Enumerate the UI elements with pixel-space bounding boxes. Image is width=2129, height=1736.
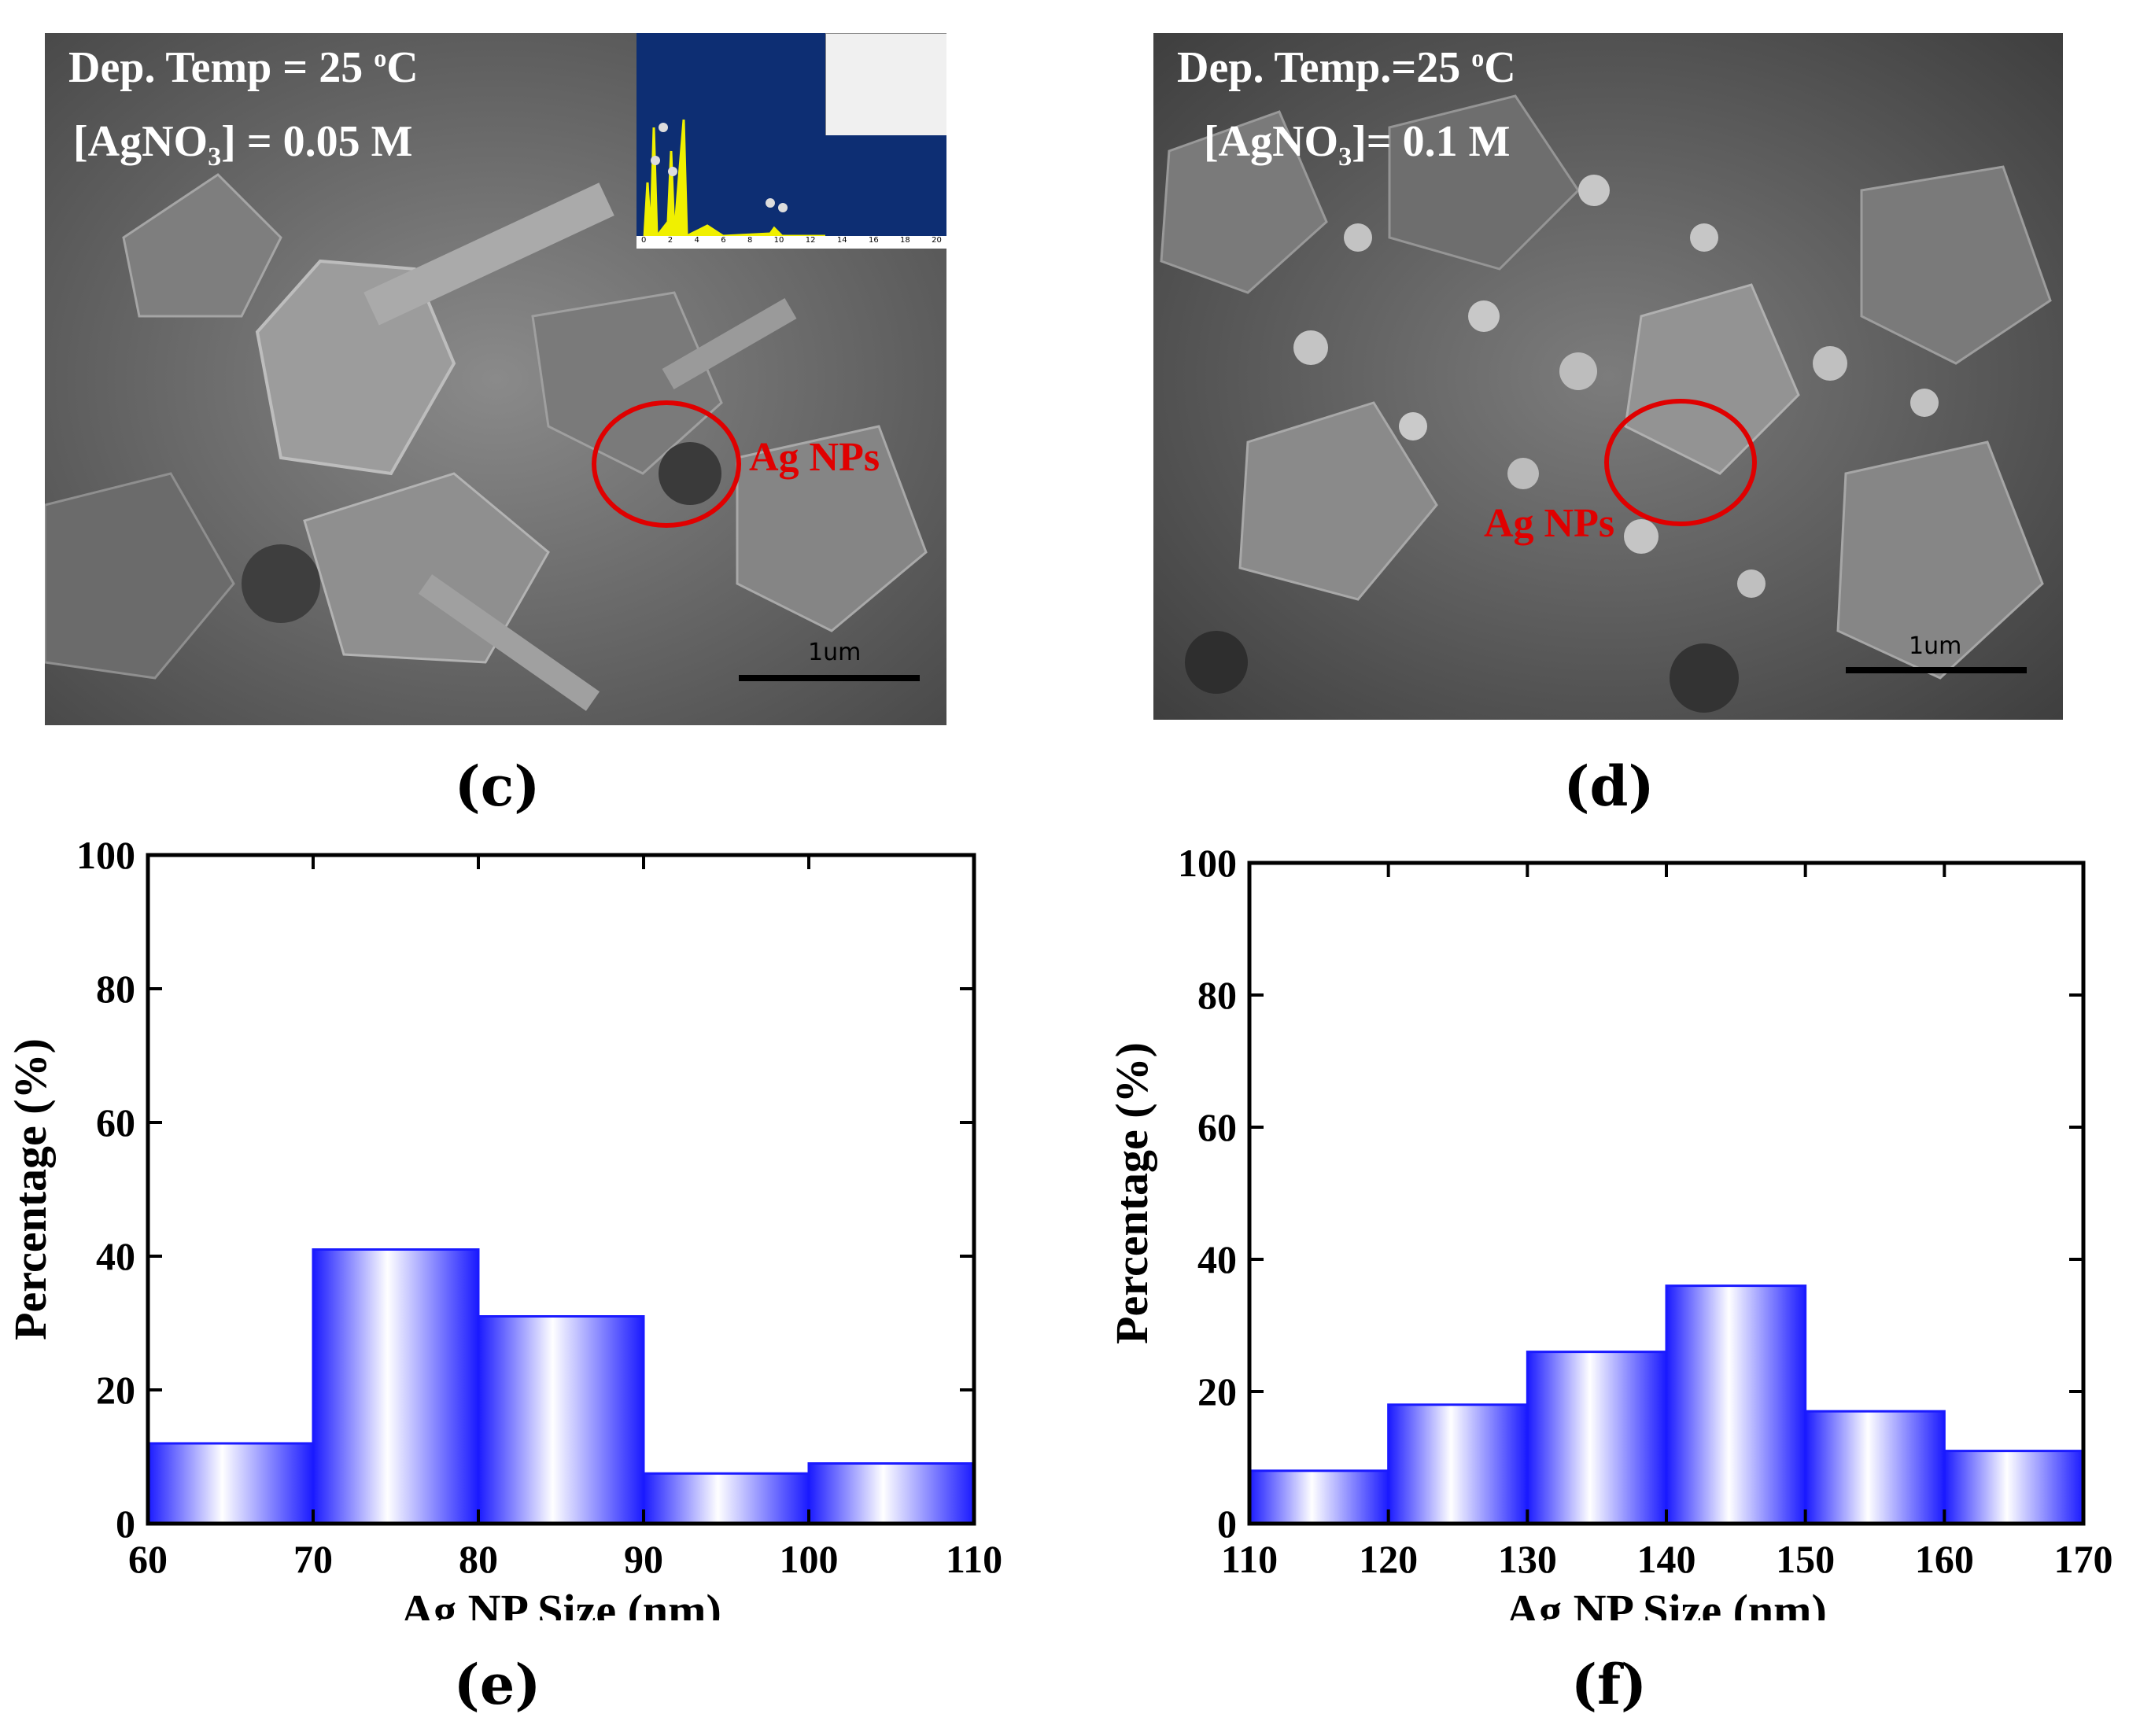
eds-inset: 0 2 4 6 8 10 12 14 16 18 20 — [636, 33, 946, 249]
histogram-bar — [1387, 1403, 1529, 1525]
y-axis-label: Percentage (%) — [5, 1038, 56, 1340]
x-axis-label: Ag NP Size (nm) — [400, 1585, 721, 1620]
np-label-c: Ag NPs — [749, 435, 880, 480]
panel-letter-c: (c) — [454, 754, 541, 819]
y-tick-label: 0 — [116, 1502, 135, 1546]
eds-tick: 10 — [773, 236, 784, 245]
x-tick-label: 170 — [2054, 1537, 2113, 1581]
sem-caption-temp-c: Dep. Temp = 25 oC — [68, 43, 419, 92]
y-tick-label: 60 — [96, 1100, 135, 1144]
x-tick-label: 100 — [780, 1537, 839, 1581]
x-tick-label: 90 — [624, 1537, 663, 1581]
x-tick-label: 160 — [1915, 1537, 1974, 1581]
y-tick-label: 60 — [1197, 1105, 1237, 1149]
x-tick-label: 120 — [1359, 1537, 1418, 1581]
y-tick-label: 40 — [96, 1234, 135, 1278]
plot-frame — [146, 853, 976, 1526]
histogram-bar — [477, 1315, 645, 1525]
y-axis-label: Percentage (%) — [1106, 1042, 1157, 1344]
sem-image-c: 0 2 4 6 8 10 12 14 16 18 20 Dep. Temp = … — [45, 33, 946, 725]
histogram-bar — [1943, 1450, 2085, 1525]
sem-caption-conc-d: [AgNO3]= 0.1 M — [1204, 117, 1511, 172]
x-tick-label: 70 — [293, 1537, 333, 1581]
x-tick-label: 60 — [128, 1537, 168, 1581]
eds-tick: 16 — [868, 236, 879, 245]
histogram-bar — [312, 1248, 480, 1525]
np-label-d: Ag NPs — [1484, 501, 1615, 546]
y-tick-label: 100 — [76, 834, 135, 877]
sem-caption-temp-d: Dep. Temp.=25 oC — [1177, 43, 1516, 92]
y-tick-label: 80 — [1197, 973, 1237, 1017]
eds-tick: 2 — [667, 236, 673, 245]
panel-letter-f: (f) — [1570, 1652, 1647, 1717]
y-tick-label: 100 — [1178, 841, 1237, 885]
scale-bar-c — [739, 675, 920, 681]
histogram-bar — [146, 1442, 315, 1525]
histogram-bar — [1526, 1351, 1668, 1525]
eds-tick: 14 — [836, 236, 847, 245]
eds-tick: 20 — [932, 236, 942, 245]
x-tick-label: 150 — [1776, 1537, 1835, 1581]
eds-tick: 0 — [641, 236, 647, 245]
histogram-bar — [807, 1462, 976, 1525]
eds-panel-right — [825, 135, 946, 238]
x-tick-label: 110 — [1221, 1537, 1278, 1581]
x-axis-label: Ag NP Size (nm) — [1506, 1585, 1827, 1620]
y-tick-label: 20 — [1197, 1369, 1237, 1413]
panel-letter-d: (d) — [1563, 754, 1655, 819]
histogram-bar — [1804, 1410, 1946, 1525]
y-tick-label: 0 — [1217, 1502, 1237, 1546]
sem-caption-conc-c: [AgNO3] = 0.05 M — [73, 117, 413, 172]
scale-label-c: 1um — [808, 639, 862, 666]
eds-axis: 0 2 4 6 8 10 12 14 16 18 20 — [636, 236, 946, 249]
x-tick-label: 140 — [1637, 1537, 1696, 1581]
x-tick-label: 110 — [946, 1537, 1002, 1581]
histogram-bar — [1248, 1469, 1390, 1525]
histogram-bar — [642, 1472, 810, 1525]
eds-tick: 4 — [694, 236, 699, 245]
histogram-e: 0 20 40 60 80 100 60 70 80 90 100 110 Ag NP Size (nm… — [5, 834, 1002, 1620]
eds-peaks — [643, 119, 825, 240]
y-tick-label: 80 — [96, 967, 135, 1011]
eds-table — [825, 33, 946, 137]
eds-tick: 12 — [805, 236, 816, 245]
sem-image-d: Dep. Temp.=25 oC [AgNO3]= 0.1 M Ag NPs 1… — [1153, 33, 2063, 720]
histogram-bar — [1665, 1284, 1807, 1525]
scale-label-d: 1um — [1909, 632, 1962, 660]
x-tick-label: 80 — [459, 1537, 498, 1581]
histogram-f: 0 20 40 60 80 100 110 120 130 140 150 160 170 Ag NP S… — [1106, 841, 2113, 1620]
x-tick-label: 130 — [1498, 1537, 1557, 1581]
scale-bar-d — [1846, 667, 2027, 673]
eds-tick: 8 — [747, 236, 753, 245]
eds-tick: 6 — [721, 236, 726, 245]
y-tick-label: 20 — [96, 1368, 135, 1412]
sem-texture-d — [1153, 33, 2063, 720]
eds-tick: 18 — [900, 236, 910, 245]
y-tick-label: 40 — [1197, 1237, 1237, 1281]
panel-letter-e: (e) — [453, 1652, 541, 1717]
